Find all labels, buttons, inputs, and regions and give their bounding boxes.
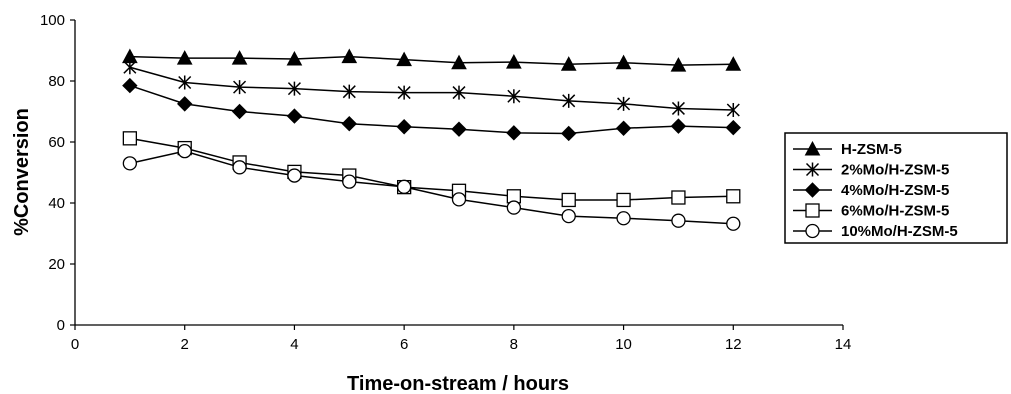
legend-label: 4%Mo/H-ZSM-5 [841,182,949,199]
y-tick-label: 80 [48,73,65,90]
data-point-6pct-mo-h-zsm-5 [561,192,576,208]
data-point-10pct-mo-h-zsm-5 [671,213,686,228]
legend-marker-6pct-mo-h-zsm-5 [805,203,820,218]
series-10pct-mo-h-zsm-5 [122,143,741,231]
legend: H-ZSM-5 2%Mo/H-ZSM-5 4%Mo/H-ZSM-5 6%Mo/H-ZS… [784,132,1008,244]
series-layer [122,48,742,231]
data-point-h-zsm-5 [341,48,358,64]
data-point-4pct-mo-h-zsm-5 [396,119,412,135]
data-point-h-zsm-5 [670,57,687,72]
data-point-6pct-mo-h-zsm-5 [122,131,138,146]
data-point-2pct-mo-h-zsm-5 [178,75,192,90]
data-point-4pct-mo-h-zsm-5 [341,115,357,132]
data-point-4pct-mo-h-zsm-5 [561,125,577,142]
data-point-h-zsm-5 [176,50,193,65]
data-point-10pct-mo-h-zsm-5 [122,156,138,171]
data-point-h-zsm-5 [560,56,577,71]
series-line-2pct-mo-h-zsm-5 [129,66,734,111]
data-point-4pct-mo-h-zsm-5 [725,119,741,136]
data-point-10pct-mo-h-zsm-5 [506,200,522,215]
series-line-4pct-mo-h-zsm-5 [129,84,734,135]
data-point-2pct-mo-h-zsm-5 [397,85,411,100]
x-tick-label: 2 [181,336,189,353]
data-point-h-zsm-5 [286,50,303,66]
data-point-6pct-mo-h-zsm-5 [616,192,631,208]
legend-item-10pct-mo-h-zsm-5: 10%Mo/H-ZSM-5 [793,223,958,240]
y-tick-label: 60 [48,134,65,151]
y-tick-label: 40 [48,195,65,212]
data-point-10pct-mo-h-zsm-5 [396,179,412,194]
legend-label: 2%Mo/H-ZSM-5 [841,162,949,179]
x-tick-label: 14 [835,336,852,353]
legend-marker-10pct-mo-h-zsm-5 [805,223,820,239]
data-point-2pct-mo-h-zsm-5 [507,89,521,104]
data-point-4pct-mo-h-zsm-5 [286,108,303,124]
data-point-10pct-mo-h-zsm-5 [451,192,467,207]
data-point-4pct-mo-h-zsm-5 [670,118,687,134]
data-point-2pct-mo-h-zsm-5 [617,96,631,111]
data-point-2pct-mo-h-zsm-5 [726,102,740,117]
data-point-4pct-mo-h-zsm-5 [506,125,522,141]
y-axis-title: %Conversion [11,108,33,236]
legend-marker-2pct-mo-h-zsm-5 [805,162,820,177]
data-point-10pct-mo-h-zsm-5 [561,208,576,224]
data-point-2pct-mo-h-zsm-5 [287,81,301,96]
data-point-4pct-mo-h-zsm-5 [231,103,248,120]
data-point-6pct-mo-h-zsm-5 [726,189,741,204]
data-point-10pct-mo-h-zsm-5 [726,216,741,231]
data-point-10pct-mo-h-zsm-5 [616,211,631,226]
series-line-h-zsm-5 [129,55,734,66]
legend-label: 10%Mo/H-ZSM-5 [841,223,958,240]
plot-area: 0 2 4 6 8 10 12 14 0 20 40 60 80 100 [40,12,851,353]
series-4pct-mo-h-zsm-5 [122,77,741,142]
legend-item-2pct-mo-h-zsm-5: 2%Mo/H-ZSM-5 [793,162,949,179]
x-axis-title: Time-on-stream / hours [347,373,569,394]
legend-label: H-ZSM-5 [841,141,902,158]
data-point-h-zsm-5 [725,56,742,71]
series-line-10pct-mo-h-zsm-5 [129,150,734,225]
data-point-10pct-mo-h-zsm-5 [287,168,302,183]
series-6pct-mo-h-zsm-5 [122,131,741,208]
data-point-h-zsm-5 [615,54,632,70]
data-point-2pct-mo-h-zsm-5 [452,85,466,100]
x-tick-label: 12 [725,336,742,353]
data-point-2pct-mo-h-zsm-5 [342,84,356,99]
data-point-2pct-mo-h-zsm-5 [671,101,685,116]
series-2pct-mo-h-zsm-5 [123,60,740,117]
data-point-h-zsm-5 [451,54,467,70]
data-point-6pct-mo-h-zsm-5 [671,190,686,205]
legend-box [784,132,1008,244]
legend-marker-4pct-mo-h-zsm-5 [804,182,821,198]
data-point-2pct-mo-h-zsm-5 [233,80,247,95]
legend-item-h-zsm-5: H-ZSM-5 [793,140,902,158]
data-point-4pct-mo-h-zsm-5 [177,96,193,112]
data-point-10pct-mo-h-zsm-5 [342,174,357,189]
legend-label: 6%Mo/H-ZSM-5 [841,203,949,220]
data-point-h-zsm-5 [396,51,412,67]
y-tick-label: 0 [57,317,65,334]
x-tick-label: 10 [615,336,632,353]
x-tick-label: 6 [400,336,408,353]
data-point-4pct-mo-h-zsm-5 [615,120,632,136]
data-point-4pct-mo-h-zsm-5 [122,77,138,94]
data-point-10pct-mo-h-zsm-5 [177,143,192,159]
legend-item-4pct-mo-h-zsm-5: 4%Mo/H-ZSM-5 [793,182,949,199]
series-line-6pct-mo-h-zsm-5 [129,137,734,201]
x-tick-label: 4 [290,336,298,353]
data-point-10pct-mo-h-zsm-5 [232,160,247,175]
legend-marker-h-zsm-5 [804,140,821,156]
data-point-2pct-mo-h-zsm-5 [562,93,576,108]
legend-item-6pct-mo-h-zsm-5: 6%Mo/H-ZSM-5 [793,203,949,220]
series-h-zsm-5 [122,48,742,72]
data-point-h-zsm-5 [231,50,248,65]
data-point-2pct-mo-h-zsm-5 [123,60,137,75]
y-tick-label: 100 [40,12,65,29]
y-tick-label: 20 [48,256,65,273]
data-point-4pct-mo-h-zsm-5 [451,121,467,137]
x-tick-label: 8 [510,336,518,353]
data-point-h-zsm-5 [506,54,522,69]
x-tick-label: 0 [71,336,79,353]
